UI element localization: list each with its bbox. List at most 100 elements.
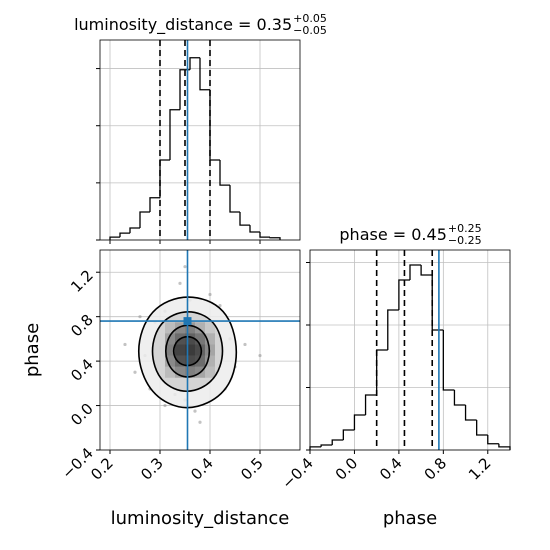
sample-point [218,303,222,308]
hist-step [159,159,170,198]
sample-point [183,265,187,269]
hist-step [309,446,322,450]
density-cell [195,344,205,356]
axes-frame [99,249,301,451]
sample-point [258,353,262,358]
hist-step [209,89,220,161]
hist-step [398,279,410,310]
hist-step [179,69,190,110]
y-tick-label: 0.8 [67,311,97,341]
density-cell [175,344,185,356]
density-cell [165,344,175,356]
hist-step [353,414,366,430]
sample-point [138,315,142,319]
contour-line [164,324,211,378]
x-tick-label: 0.8 [421,454,451,484]
hist-step [387,309,399,350]
density-cell [165,322,175,334]
x-tick-label: 0.5 [237,454,267,484]
x-tick-label: 0.4 [187,454,217,484]
hist-step [269,237,281,240]
x-tick-label: 0.3 [137,454,167,484]
sample-point [208,292,212,297]
hist-step [129,227,140,234]
x-tick-label: 1.2 [465,454,495,484]
y-tick-label: 0.0 [67,400,97,430]
density-cell [185,366,195,378]
density-cell [185,322,195,334]
density-cell [165,333,175,345]
density-cell [185,355,195,367]
x-tick-label: 0.0 [332,454,362,484]
density-cell [175,355,185,367]
y-axis-label: phase [22,323,43,377]
density-cell [185,333,195,345]
hist-step [169,109,180,160]
hist-step [259,232,270,238]
hist-step [189,57,200,70]
density-cell [165,366,175,378]
hist-step [229,185,240,213]
density-cell [195,322,205,334]
hist-step [498,443,511,450]
hist-step [453,390,466,406]
hist-step [476,420,488,436]
title-lower: −0.05 [293,24,327,37]
hist-step [442,330,455,391]
density-cell [205,333,215,345]
hist-step [219,160,230,186]
title-upper: +0.25 [448,222,482,235]
sample-point [193,409,197,413]
hist-step [376,349,388,395]
panel-title: luminosity_distance = 0.35 [74,15,292,35]
x-axis-label: phase [383,508,437,529]
sample-point [243,342,247,347]
density-cell [175,366,185,378]
hist-step [487,435,499,445]
hist-step [364,394,377,415]
contour-line [151,311,224,393]
hist-step [409,264,422,280]
hist-step [431,275,444,331]
sample-point [198,420,202,424]
hist-step [199,57,210,91]
sample-point [123,342,127,347]
hist-step [109,236,120,240]
title-upper: +0.05 [293,12,327,25]
x-tick-label: 0.4 [376,454,406,484]
hist-step [119,232,130,238]
title-lower: −0.25 [448,234,482,247]
axes-frame [99,39,301,241]
axes-frame [309,249,511,451]
sample-point [178,281,182,285]
density-cell [205,355,215,367]
hist-step [331,439,344,445]
truth-marker [183,317,192,326]
density-cell [205,366,215,378]
x-axis-label: luminosity_distance [111,508,290,529]
panel-title: phase = 0.45 [339,225,446,244]
contour-line [137,296,238,409]
hist-step [249,225,260,233]
x-tick-label: −0.4 [278,454,316,492]
y-tick-label: 0.4 [67,355,97,385]
hist-step [149,197,160,212]
hist-step [420,265,433,276]
density-cell [165,355,175,367]
hist-step [464,405,477,421]
y-tick-label: −0.4 [58,444,96,482]
hist-step [139,211,150,228]
density-cell [185,344,195,356]
density-cell [175,322,185,334]
y-tick-label: 1.2 [67,266,97,296]
density-cell [205,322,215,334]
density-cell [195,333,205,345]
hist-step [342,429,355,440]
hist-step [320,444,333,447]
sample-point [163,403,167,408]
contour-line [172,335,203,367]
density-cell [195,355,205,367]
sample-point [133,370,137,374]
hist-step [239,212,250,226]
